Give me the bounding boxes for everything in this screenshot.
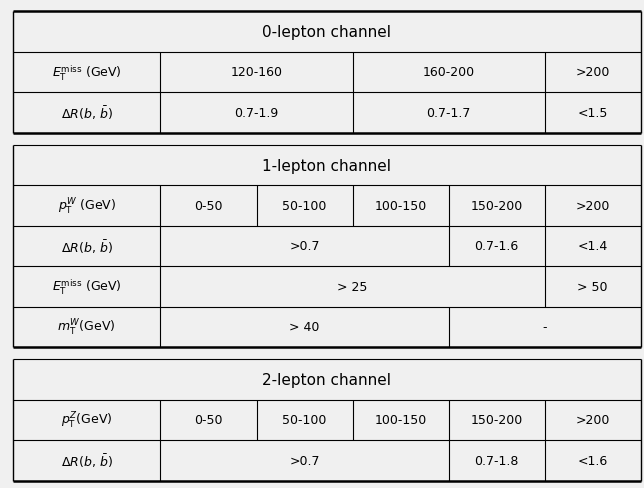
Text: >0.7: >0.7 (289, 454, 320, 467)
Text: 120-160: 120-160 (231, 66, 283, 79)
Text: $p_{\rm T}^{W}$ (GeV): $p_{\rm T}^{W}$ (GeV) (57, 196, 116, 216)
Text: $E_{\rm T}^{\rm miss}$ (GeV): $E_{\rm T}^{\rm miss}$ (GeV) (52, 63, 122, 82)
Text: <1.5: <1.5 (578, 107, 608, 120)
Text: 50-100: 50-100 (282, 414, 327, 427)
Text: 2-lepton channel: 2-lepton channel (262, 372, 392, 387)
Text: > 40: > 40 (289, 321, 319, 334)
Text: -: - (542, 321, 547, 334)
Text: 0-50: 0-50 (194, 414, 223, 427)
Text: $m_{\rm T}^{W}$(GeV): $m_{\rm T}^{W}$(GeV) (57, 317, 116, 337)
Text: 0.7-1.9: 0.7-1.9 (234, 107, 279, 120)
Text: 150-200: 150-200 (471, 200, 523, 213)
Text: 100-150: 100-150 (374, 414, 427, 427)
Text: >200: >200 (576, 414, 610, 427)
Text: $p_{\rm T}^{Z}$(GeV): $p_{\rm T}^{Z}$(GeV) (61, 410, 113, 430)
Text: <1.6: <1.6 (578, 454, 608, 467)
Text: $\Delta R(b,\,\bar{b})$: $\Delta R(b,\,\bar{b})$ (61, 238, 113, 255)
Text: >200: >200 (576, 200, 610, 213)
Text: >200: >200 (576, 66, 610, 79)
Text: > 25: > 25 (337, 280, 368, 293)
Text: 0.7-1.6: 0.7-1.6 (475, 240, 519, 253)
Text: 0.7-1.7: 0.7-1.7 (426, 107, 471, 120)
Text: 100-150: 100-150 (374, 200, 427, 213)
Text: 0.7-1.8: 0.7-1.8 (475, 454, 519, 467)
Text: 150-200: 150-200 (471, 414, 523, 427)
Text: $\Delta R(b,\,\bar{b})$: $\Delta R(b,\,\bar{b})$ (61, 104, 113, 122)
Text: 0-50: 0-50 (194, 200, 223, 213)
Text: <1.4: <1.4 (578, 240, 608, 253)
Text: >0.7: >0.7 (289, 240, 320, 253)
Text: 1-lepton channel: 1-lepton channel (262, 158, 392, 173)
Text: 0-lepton channel: 0-lepton channel (262, 25, 392, 40)
Text: 50-100: 50-100 (282, 200, 327, 213)
Text: 160-200: 160-200 (422, 66, 475, 79)
Text: > 50: > 50 (578, 280, 608, 293)
Text: $\Delta R(b,\,\bar{b})$: $\Delta R(b,\,\bar{b})$ (61, 452, 113, 469)
Text: $E_{\rm T}^{\rm miss}$ (GeV): $E_{\rm T}^{\rm miss}$ (GeV) (52, 277, 122, 297)
